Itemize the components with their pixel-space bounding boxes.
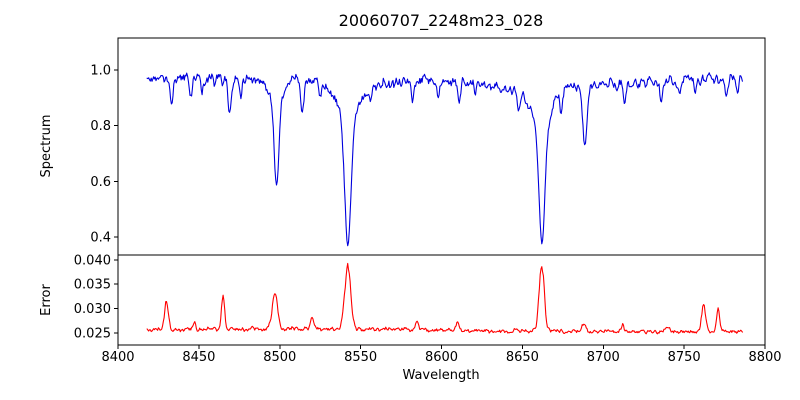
error-line <box>146 262 743 335</box>
x-tick-label: 8650 <box>506 350 539 365</box>
y-tick-label: 0.040 <box>74 253 111 268</box>
x-tick-label: 8450 <box>182 350 215 365</box>
y-tick-label: 0.035 <box>74 278 111 293</box>
spectrum-line <box>146 72 743 247</box>
x-tick-label: 8550 <box>344 350 377 365</box>
x-tick-label: 8500 <box>263 350 296 365</box>
x-axis-ticks: 8400 8450 8500 8550 8600 8650 8700 8750 8800 <box>101 345 782 365</box>
x-tick-label: 8600 <box>425 350 458 365</box>
x-axis-label: Wavelength <box>402 368 479 383</box>
spectrum-series <box>146 72 743 247</box>
spectrum-y-ticks: 0.4 0.6 0.8 1.0 <box>90 63 118 245</box>
error-series <box>146 262 743 335</box>
error-panel-border <box>117 254 766 346</box>
chart-title: 20060707_2248m23_028 <box>339 11 544 31</box>
y-tick-label: 0.030 <box>74 302 111 317</box>
spectrum-panel-border <box>117 37 766 256</box>
error-y-axis-label: Error <box>39 284 54 316</box>
x-tick-label: 8700 <box>587 350 620 365</box>
x-tick-label: 8750 <box>668 350 701 365</box>
y-tick-label: 0.025 <box>74 326 111 341</box>
y-tick-label: 1.0 <box>90 63 111 78</box>
y-tick-label: 0.4 <box>90 230 111 245</box>
spectrum-y-axis-label: Spectrum <box>39 115 54 178</box>
y-tick-label: 0.8 <box>90 119 111 134</box>
error-y-ticks: 0.025 0.030 0.035 0.040 <box>74 253 118 341</box>
y-tick-label: 0.6 <box>90 175 111 190</box>
x-tick-label: 8400 <box>101 350 134 365</box>
x-tick-label: 8800 <box>748 350 781 365</box>
